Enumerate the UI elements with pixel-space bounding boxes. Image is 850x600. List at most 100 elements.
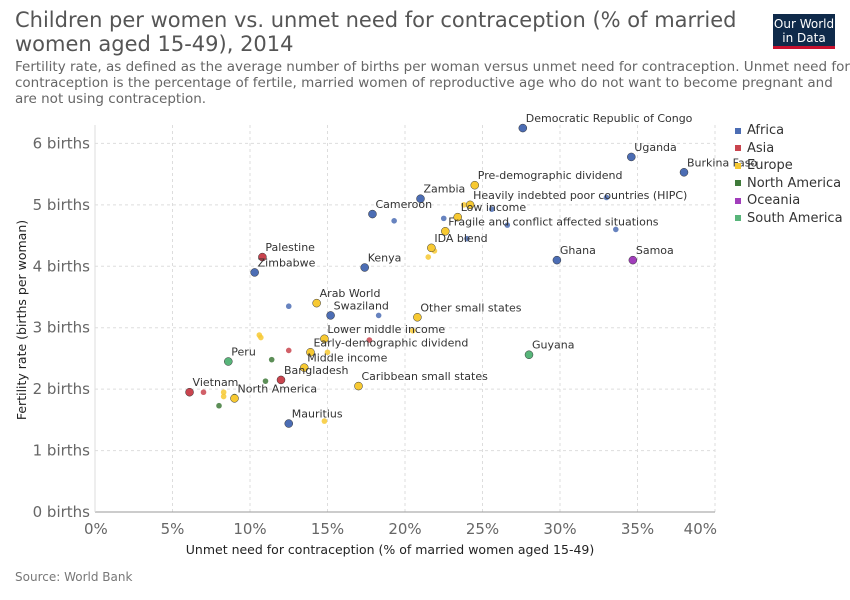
data-point[interactable] — [453, 212, 462, 222]
point-label: Low income — [461, 201, 527, 214]
data-points — [185, 123, 689, 428]
point-label: Zambia — [424, 183, 466, 196]
data-point[interactable] — [518, 123, 528, 133]
point-label: Lower middle income — [327, 323, 445, 336]
data-point[interactable] — [312, 298, 321, 308]
data-point[interactable] — [627, 152, 636, 162]
legend-label: North America — [747, 175, 842, 191]
x-tick-label: 0% — [84, 520, 108, 538]
point-label: Arab World — [320, 287, 381, 300]
data-point[interactable] — [224, 357, 233, 366]
data-point[interactable] — [360, 263, 369, 272]
data-point[interactable] — [461, 202, 467, 208]
y-tick-label: 5 births — [33, 196, 91, 214]
data-point[interactable] — [354, 381, 363, 391]
data-point[interactable] — [324, 349, 331, 356]
data-point[interactable] — [300, 363, 309, 372]
data-point[interactable] — [413, 313, 422, 322]
data-point[interactable] — [326, 311, 335, 320]
data-point[interactable] — [465, 200, 475, 210]
data-point[interactable] — [216, 402, 222, 409]
data-point[interactable] — [368, 209, 377, 219]
data-point[interactable] — [464, 235, 470, 242]
y-tick-label: 6 births — [33, 134, 91, 152]
data-point[interactable] — [250, 268, 259, 277]
data-point[interactable] — [276, 375, 286, 385]
data-point[interactable] — [470, 180, 479, 190]
legend-item[interactable]: Africa — [735, 122, 843, 140]
legend-item[interactable]: North America — [735, 175, 843, 193]
data-point[interactable] — [425, 254, 432, 260]
data-point[interactable] — [440, 215, 447, 222]
data-point[interactable] — [268, 356, 275, 363]
point-label: Middle income — [307, 352, 387, 365]
data-point[interactable] — [441, 227, 450, 236]
data-point[interactable] — [628, 255, 638, 265]
legend-swatch — [735, 180, 741, 187]
owid-logo[interactable]: Our World in Data — [773, 14, 835, 49]
point-label: Uganda — [634, 141, 676, 154]
data-point[interactable] — [284, 419, 293, 428]
x-tick-label: 10% — [233, 520, 266, 538]
data-point[interactable] — [320, 334, 329, 344]
data-point[interactable] — [220, 389, 227, 396]
legend-label: South America — [747, 210, 843, 226]
legend-item[interactable]: Oceania — [735, 192, 843, 210]
data-point[interactable] — [285, 303, 292, 310]
point-label: Early-demographic dividend — [313, 336, 468, 349]
legend-item[interactable]: South America — [735, 210, 843, 228]
legend-swatch — [735, 162, 741, 169]
point-label: Guyana — [532, 339, 574, 352]
y-tick-label: 0 births — [33, 503, 91, 521]
point-label: Mauritius — [292, 408, 343, 421]
data-point[interactable] — [391, 218, 397, 224]
data-point[interactable] — [679, 168, 689, 177]
legend-label: Asia — [747, 140, 775, 156]
data-point[interactable] — [504, 222, 511, 228]
legend-label: Oceania — [747, 193, 801, 209]
data-point[interactable] — [185, 387, 194, 397]
grid-lines — [95, 125, 716, 512]
chart-subtitle: Fertility rate, as defined as the averag… — [15, 59, 850, 107]
y-tick-label: 1 births — [33, 442, 91, 460]
data-point[interactable] — [524, 350, 534, 359]
data-point[interactable] — [285, 347, 292, 354]
x-tick-label: 5% — [161, 520, 185, 538]
data-point[interactable] — [230, 394, 239, 403]
x-tick-label: 40% — [684, 520, 717, 538]
data-point[interactable] — [258, 334, 264, 341]
data-point[interactable] — [321, 418, 328, 424]
point-label: Bangladesh — [284, 364, 349, 377]
data-point[interactable] — [603, 194, 610, 201]
data-point[interactable] — [427, 243, 436, 253]
source-note[interactable]: Source: World Bank — [15, 570, 133, 584]
x-axis-ticks: 0% 5% 10% 15% 20% 25% 30% 35% 40% — [84, 520, 717, 538]
point-label: Cameroon — [375, 198, 432, 211]
point-label: Swaziland — [334, 299, 389, 312]
y-tick-label: 4 births — [33, 257, 91, 275]
legend-item[interactable]: Europe — [735, 157, 843, 175]
data-point[interactable] — [409, 327, 416, 334]
point-label: North America — [238, 382, 318, 395]
data-point[interactable] — [262, 378, 269, 384]
data-point[interactable] — [306, 348, 315, 357]
data-point[interactable] — [613, 226, 619, 233]
data-point[interactable] — [200, 389, 207, 396]
legend-swatch — [735, 197, 741, 204]
data-point[interactable] — [489, 206, 495, 212]
y-axis-label: Fertility rate (births per woman) — [14, 220, 29, 420]
point-label: Democratic Republic of Congo — [526, 112, 693, 125]
x-tick-label: 30% — [543, 520, 576, 538]
data-point[interactable] — [552, 255, 562, 265]
data-point[interactable] — [366, 337, 373, 343]
data-point[interactable] — [416, 194, 425, 203]
data-point[interactable] — [258, 252, 267, 262]
data-point[interactable] — [375, 312, 382, 319]
data-point[interactable] — [220, 393, 227, 400]
point-label: Zimbabwe — [258, 256, 316, 269]
legend-item[interactable]: Asia — [735, 140, 843, 158]
legend-label: Europe — [747, 158, 793, 174]
legend: Africa Asia Europe North America Oceania Sout… — [735, 122, 843, 227]
point-label: Pre-demographic dividend — [478, 169, 623, 182]
